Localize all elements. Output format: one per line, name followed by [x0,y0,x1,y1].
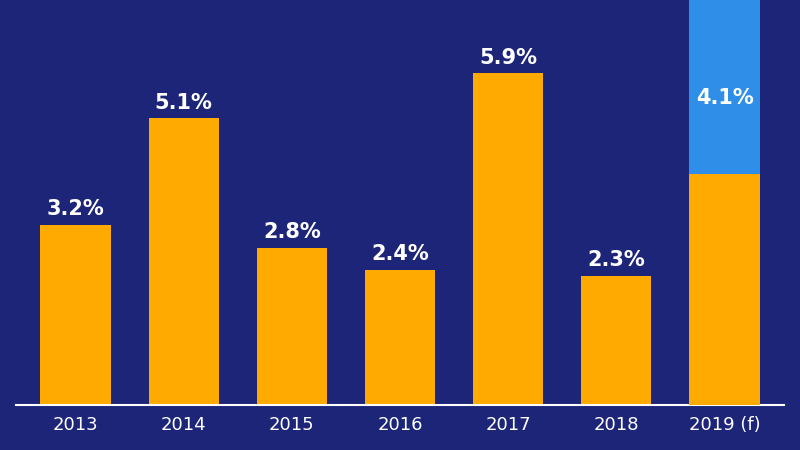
Text: 4.1%: 4.1% [696,89,754,108]
Text: 3.2%: 3.2% [46,199,104,219]
Text: 2.4%: 2.4% [371,244,429,265]
Text: 5.1%: 5.1% [154,93,213,112]
Bar [257,248,327,405]
Bar [690,0,760,405]
Bar [40,225,110,405]
Bar [149,118,219,405]
Text: 2.8%: 2.8% [263,222,321,242]
Text: 2.3%: 2.3% [587,250,646,270]
Bar [581,275,651,405]
Bar [690,175,760,405]
Bar [365,270,435,405]
Text: 5.9%: 5.9% [479,48,537,68]
Bar [690,175,760,405]
Bar [473,73,543,405]
